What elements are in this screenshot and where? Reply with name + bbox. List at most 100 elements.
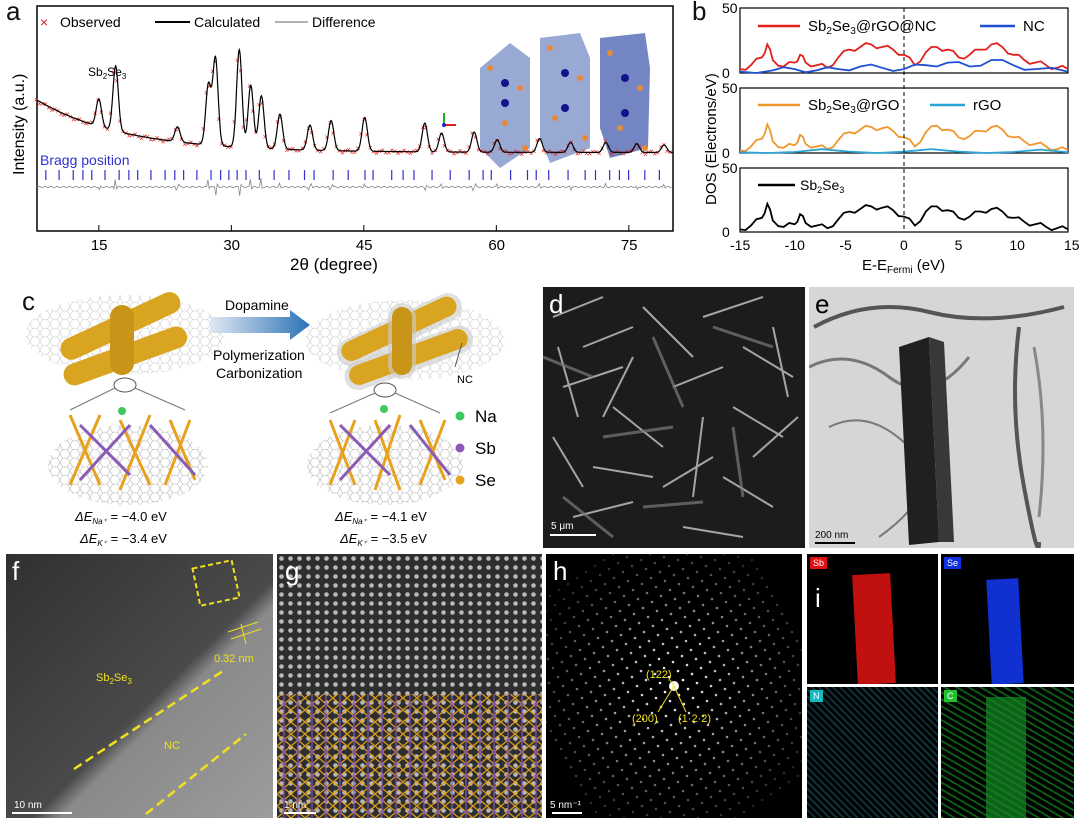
- fft-spot: [754, 654, 758, 658]
- fft-spot: [596, 747, 600, 751]
- panel-d-sem-image: [543, 287, 805, 548]
- fft-spot: [616, 783, 620, 787]
- fft-spot: [548, 705, 552, 709]
- fft-spot: [627, 714, 631, 718]
- fft-spot: [615, 759, 619, 763]
- observed-point: ×: [105, 125, 110, 134]
- fft-spot: [653, 783, 657, 787]
- observed-point: ×: [430, 149, 435, 158]
- panel-c-schematic: Dopamine Polymerization Carbonization NC…: [25, 292, 505, 548]
- observed-point: ×: [473, 133, 478, 142]
- fft-spot: [602, 669, 606, 673]
- fft-spot: [679, 741, 683, 745]
- x-tick-label: 15: [1064, 237, 1080, 253]
- fft-spot: [620, 657, 624, 661]
- fft-spot: [725, 735, 729, 739]
- observed-point: ×: [390, 146, 395, 155]
- axis-arrows-icon: [442, 113, 456, 127]
- observed-point: ×: [50, 106, 55, 115]
- x-tick-label: 30: [223, 237, 240, 254]
- fft-spot: [576, 600, 580, 604]
- fft-spot: [547, 681, 551, 685]
- observed-point: ×: [136, 132, 141, 141]
- fft-spot: [707, 747, 711, 751]
- observed-point: ×: [387, 149, 392, 158]
- fft-spot: [616, 561, 620, 565]
- fft-spot: [603, 804, 607, 808]
- fft-spot: [785, 621, 789, 625]
- fft-spot: [711, 621, 715, 625]
- observed-point: ×: [331, 129, 336, 138]
- fft-spot: [769, 792, 773, 796]
- coated-rods-right: [336, 293, 473, 391]
- observed-point: ×: [189, 138, 194, 147]
- fft-spot: [732, 570, 736, 574]
- fft-spot: [724, 600, 728, 604]
- panel-e-tem-image: [809, 287, 1074, 548]
- fft-spot: [753, 630, 757, 634]
- fft-spot: [746, 573, 750, 577]
- fft-spot: [700, 690, 704, 694]
- fft-spot: [689, 759, 693, 763]
- fft-spot: [777, 762, 781, 766]
- observed-point: ×: [260, 99, 265, 108]
- fft-spot: [724, 711, 728, 715]
- observed-point: ×: [584, 149, 589, 158]
- scale-text-f: 10 nm: [14, 800, 42, 811]
- fft-spot: [665, 738, 669, 742]
- fft-spot: [631, 699, 635, 703]
- observed-point: ×: [485, 150, 490, 159]
- observed-point: ×: [130, 131, 135, 140]
- fft-spot: [690, 783, 694, 787]
- observed-point: ×: [315, 147, 320, 156]
- fft-spot: [714, 693, 718, 697]
- fft-spot: [640, 804, 644, 808]
- fft-spot: [654, 696, 658, 700]
- fft-spot: [552, 690, 556, 694]
- sb2se3-rods-left: [60, 292, 188, 386]
- fft-spot: [682, 591, 686, 595]
- fft-spot: [607, 678, 611, 682]
- observed-point: ×: [408, 149, 413, 158]
- observed-point: ×: [547, 147, 552, 156]
- fft-spot: [662, 555, 666, 559]
- fft-spot: [692, 720, 696, 724]
- fft-spot: [580, 585, 584, 589]
- observed-point: ×: [186, 139, 191, 148]
- observed-point: ×: [575, 150, 580, 159]
- fft-spot: [647, 750, 651, 754]
- fft-spot: [689, 648, 693, 652]
- fft-spot: [626, 690, 630, 694]
- fft-spot: [698, 753, 702, 757]
- legend-sb2se3: Sb2Se3: [800, 177, 844, 195]
- fft-spot: [649, 687, 653, 691]
- fft-spot: [594, 810, 598, 814]
- fft-spot: [787, 669, 791, 673]
- observed-point: ×: [220, 140, 225, 149]
- calculated-line: [36, 47, 673, 154]
- y-tick-label: 50: [722, 0, 738, 16]
- observed-point: ×: [291, 144, 296, 153]
- fft-spot: [773, 777, 777, 781]
- fft-spot: [697, 618, 701, 622]
- fft-spot: [726, 648, 730, 652]
- fft-spot: [549, 729, 553, 733]
- observed-point: ×: [250, 107, 255, 116]
- fft-spot: [764, 672, 768, 676]
- fft-spot: [760, 687, 764, 691]
- fft-spot: [612, 576, 616, 580]
- fft-spot: [758, 639, 762, 643]
- fft-spot: [586, 618, 590, 622]
- fft-spot: [624, 753, 628, 757]
- y-tick-label: 50: [722, 160, 738, 176]
- fft-spot: [593, 675, 597, 679]
- fft-spot: [665, 627, 669, 631]
- fft-spot: [571, 702, 575, 706]
- fft-spot: [714, 804, 718, 808]
- x-tick-label: 75: [621, 237, 638, 254]
- fft-spot: [568, 630, 572, 634]
- fft-spot: [685, 774, 689, 778]
- fft-spot: [741, 786, 745, 790]
- fft-spot: [739, 738, 743, 742]
- fft-spot: [781, 636, 785, 640]
